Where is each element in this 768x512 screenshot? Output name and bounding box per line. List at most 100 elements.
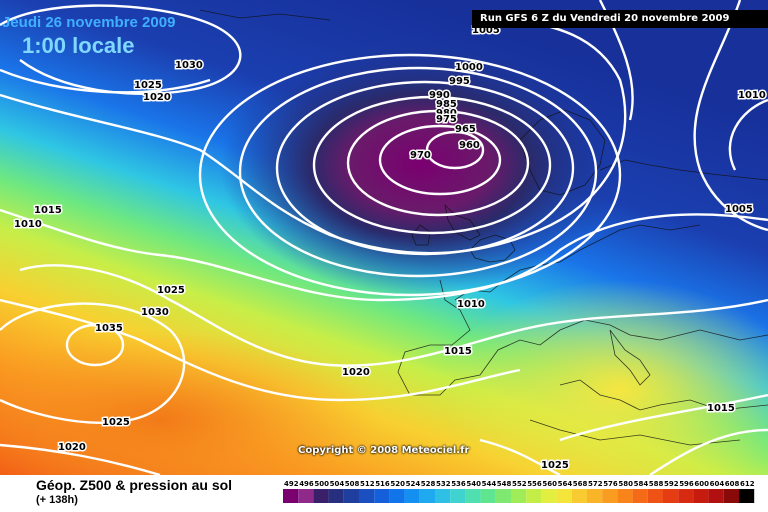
legend-swatch	[678, 489, 694, 503]
isobar-label-halo: 1015	[707, 403, 735, 414]
legend-value: 612	[740, 480, 755, 488]
legend-value: 520	[390, 480, 405, 488]
legend-swatch	[511, 489, 527, 503]
isobar-label-halo: 1035	[95, 323, 123, 334]
legend-swatch	[313, 489, 329, 503]
isobar-label-halo: 1025	[134, 80, 162, 91]
legend-swatch	[663, 489, 679, 503]
isobar-label: 990	[429, 90, 450, 101]
isobar-label: 1020	[58, 442, 86, 453]
isobar-label: 1000	[455, 62, 483, 73]
isobar-label-halo: 990	[429, 90, 450, 101]
legend-value: 572	[588, 480, 603, 488]
legend-swatch	[359, 489, 375, 503]
isobar-label-halo: 1025	[102, 417, 130, 428]
legend-swatch	[328, 489, 344, 503]
geopotential-field	[220, 35, 620, 295]
isobar-label-halo: 1015	[34, 205, 62, 216]
forecast-offset: (+ 138h)	[36, 494, 78, 506]
isobar-label: 1025	[157, 285, 185, 296]
isobar-label-halo: 1030	[141, 307, 169, 318]
legend-value: 548	[497, 480, 512, 488]
copyright-text: Copyright © 2008 Meteociel.fr	[298, 445, 470, 456]
isobar-label-halo: 1030	[175, 60, 203, 71]
legend-value: 524	[406, 480, 421, 488]
legend-swatch	[419, 489, 435, 503]
isobar-label: 1015	[444, 346, 472, 357]
isobar-label: 1010	[14, 219, 42, 230]
legend-value: 596	[679, 480, 694, 488]
isobar-label: 1020	[342, 367, 370, 378]
legend-value: 580	[618, 480, 633, 488]
legend-value: 496	[299, 480, 314, 488]
isobar-label: 1025	[134, 80, 162, 91]
isobar-labels: 1030103010251025102010201005100510001000…	[13, 24, 768, 473]
legend-value: 512	[360, 480, 375, 488]
legend-swatch	[480, 489, 496, 503]
legend-swatch	[541, 489, 557, 503]
isobar-label-halo: 980	[436, 108, 457, 119]
isobar-label-halo: 995	[449, 76, 470, 87]
isobar-label: 985	[436, 99, 457, 110]
legend-swatch	[450, 489, 466, 503]
legend-value: 604	[710, 480, 725, 488]
isobar-label-halo: 1010	[738, 90, 766, 101]
legend-swatch	[723, 489, 739, 503]
legend-swatch	[435, 489, 451, 503]
legend-swatch	[404, 489, 420, 503]
legend-swatch	[465, 489, 481, 503]
legend-swatch	[617, 489, 633, 503]
isobars	[0, 0, 768, 475]
isobar-label-halo: 1025	[157, 285, 185, 296]
legend-value: 500	[314, 480, 329, 488]
legend-swatch	[556, 489, 572, 503]
legend-swatch	[571, 489, 587, 503]
legend-value: 560	[542, 480, 557, 488]
legend-value: 516	[375, 480, 390, 488]
legend-swatch	[602, 489, 618, 503]
legend-value: 504	[330, 480, 345, 488]
run-info: Run GFS 6 Z du Vendredi 20 novembre 2009	[472, 10, 768, 28]
isobar-label-halo: 975	[436, 114, 457, 125]
legend-swatch	[526, 489, 542, 503]
forecast-date: Jeudi 26 novembre 2009	[2, 14, 176, 31]
legend-value: 568	[573, 480, 588, 488]
isobar-label: 975	[436, 114, 457, 125]
isobar-label-halo: 1000	[455, 62, 483, 73]
legend-value: 592	[664, 480, 679, 488]
legend-swatch	[587, 489, 603, 503]
isobar-label-halo: 965	[455, 124, 476, 135]
isobar-label-halo: 1020	[342, 367, 370, 378]
weather-map: 1030103010251025102010201005100510001000…	[0, 0, 768, 475]
isobar-label-halo: 970	[410, 150, 431, 161]
legend-value: 544	[482, 480, 497, 488]
legend-swatch	[693, 489, 709, 503]
legend-value: 600	[694, 480, 709, 488]
isobar-label: 1005	[725, 204, 753, 215]
isobar-label-halo: 1005	[725, 204, 753, 215]
isobar-label: 1010	[738, 90, 766, 101]
map-title: Géop. Z500 & pression au sol	[36, 477, 233, 493]
isobar-label-halo: 1010	[14, 219, 42, 230]
legend-value: 584	[634, 480, 649, 488]
legend-swatch	[708, 489, 724, 503]
legend-swatch	[632, 489, 648, 503]
legend-swatch	[495, 489, 511, 503]
isobar-label: 960	[459, 140, 480, 151]
legend-swatch	[343, 489, 359, 503]
isobar-label-halo: 1010	[457, 299, 485, 310]
isobar-label: 1015	[707, 403, 735, 414]
legend-value: 576	[603, 480, 618, 488]
isobar-label: 1005	[472, 25, 500, 36]
legend-swatch	[389, 489, 405, 503]
legend-value: 536	[451, 480, 466, 488]
legend-swatch	[647, 489, 663, 503]
legend-value: 588	[649, 480, 664, 488]
legend-value: 532	[436, 480, 451, 488]
geopotential-field	[0, 330, 380, 475]
isobar-label: 965	[455, 124, 476, 135]
isobar-label: 1025	[102, 417, 130, 428]
isobar-label-halo: 1015	[444, 346, 472, 357]
legend-value: 556	[527, 480, 542, 488]
isobar-label: 995	[449, 76, 470, 87]
